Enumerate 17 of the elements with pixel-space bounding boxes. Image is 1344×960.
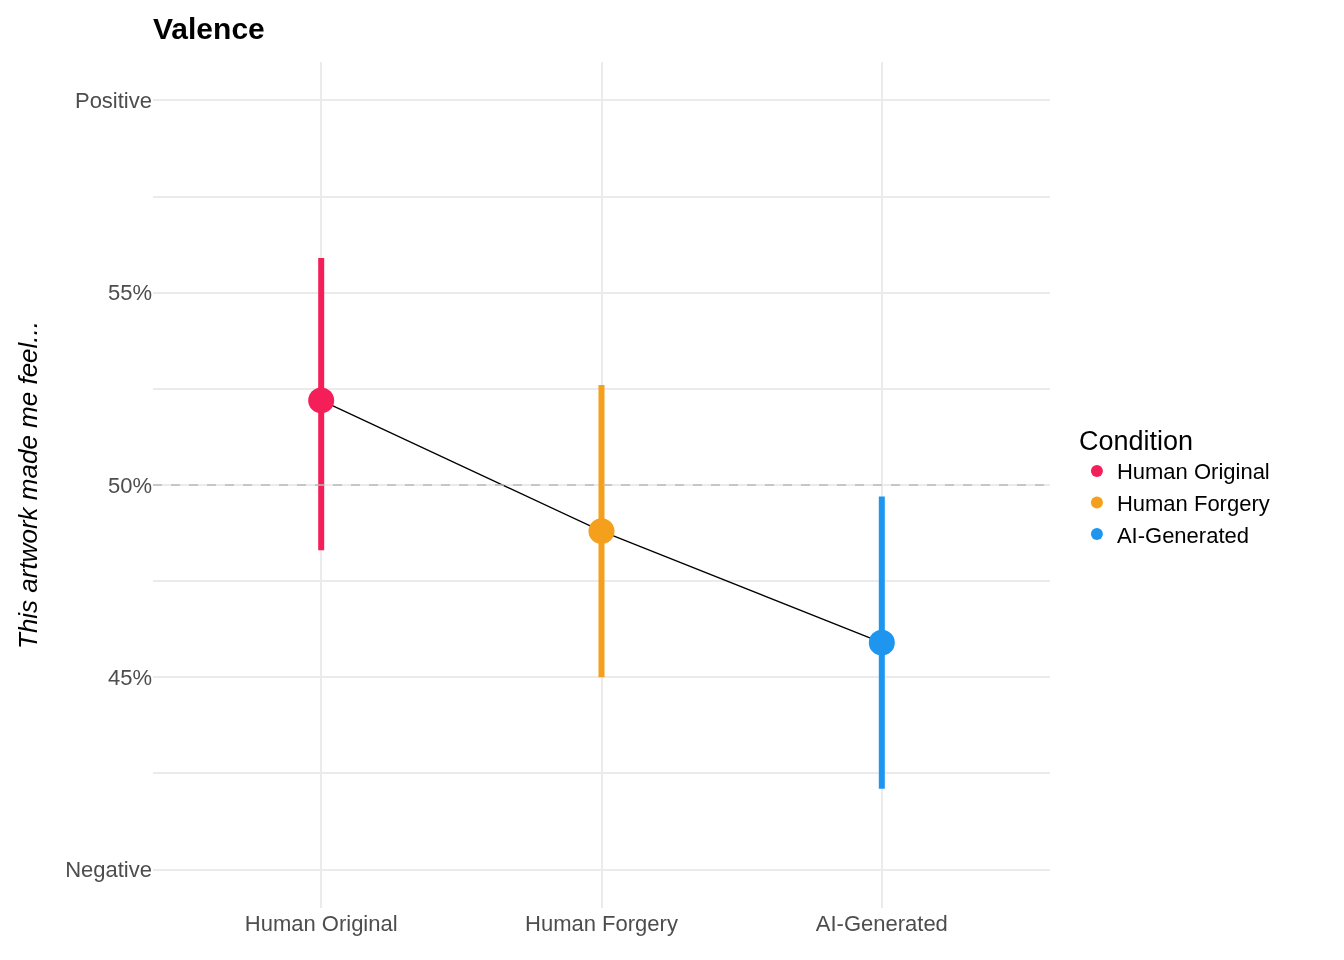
point: [588, 518, 615, 545]
legend-label: Human Forgery: [1116, 491, 1270, 517]
legend-label: AI-Generated: [1116, 522, 1249, 548]
point: [308, 387, 335, 414]
y-tick-label: Positive: [74, 88, 152, 114]
y-axis-title: This artwork made me feel...: [12, 321, 43, 649]
x-tick-label: Human Original: [244, 911, 398, 936]
chart-title: Valence: [153, 12, 265, 46]
point: [868, 629, 895, 656]
y-tick-label: Negative: [65, 857, 152, 883]
x-tick-label: AI-Generated: [815, 911, 948, 936]
y-tick-label: 55%: [107, 280, 152, 306]
legend-label: Human Original: [1116, 459, 1270, 485]
legend-title: Condition: [1078, 426, 1193, 457]
x-tick-label: Human Forgery: [525, 911, 678, 936]
y-tick-label: 45%: [107, 664, 152, 690]
y-tick-label: 50%: [107, 472, 152, 498]
